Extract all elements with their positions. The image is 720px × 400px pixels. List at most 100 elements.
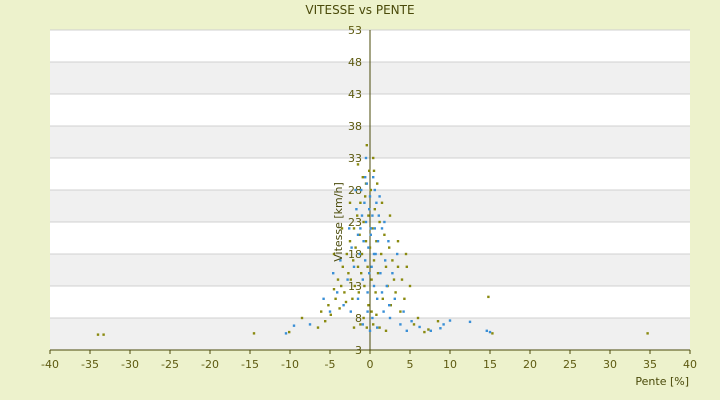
data-point: [369, 227, 372, 230]
data-point: [366, 291, 369, 294]
data-point: [369, 188, 372, 192]
data-point: [327, 304, 330, 307]
data-point: [370, 310, 373, 313]
data-point: [356, 214, 359, 217]
data-point: [365, 182, 368, 185]
data-point: [360, 272, 363, 275]
y-tick-label: 18: [348, 248, 362, 261]
data-point: [367, 304, 370, 307]
data-point: [349, 278, 352, 281]
data-point: [488, 330, 492, 334]
x-tick-label: -25: [161, 358, 179, 371]
data-point: [372, 156, 375, 160]
data-point: [365, 326, 368, 329]
data-point: [356, 265, 360, 268]
data-point: [436, 320, 440, 323]
data-point: [348, 227, 351, 230]
data-point: [361, 176, 364, 179]
chart-title: VITESSE vs PENTE: [305, 3, 414, 17]
x-tick-label: 30: [603, 358, 617, 371]
data-point: [376, 182, 379, 185]
data-point: [391, 272, 394, 275]
data-point: [387, 240, 390, 243]
data-point: [322, 297, 325, 300]
data-point: [300, 316, 304, 320]
data-point: [646, 332, 649, 335]
data-point: [102, 333, 105, 336]
data-point: [429, 329, 432, 332]
data-point: [405, 265, 408, 268]
data-point: [393, 297, 396, 300]
data-point: [381, 297, 384, 300]
data-point: [368, 169, 371, 172]
data-point: [352, 259, 355, 262]
data-point: [362, 316, 365, 320]
data-point: [412, 323, 416, 326]
data-point: [346, 278, 349, 281]
data-point: [324, 320, 327, 323]
data-point: [339, 259, 342, 262]
data-point: [391, 259, 394, 262]
data-point: [365, 144, 368, 147]
data-point: [383, 220, 386, 224]
data-point: [378, 195, 381, 198]
data-point: [372, 252, 376, 256]
data-point: [375, 240, 378, 243]
data-point: [341, 265, 344, 268]
x-tick-label: 40: [683, 358, 697, 371]
data-point: [373, 227, 376, 230]
data-point: [372, 284, 376, 288]
data-point: [485, 329, 488, 332]
data-point: [376, 240, 380, 243]
data-point: [399, 310, 402, 313]
x-tick-label: 10: [443, 358, 457, 371]
data-point: [396, 252, 399, 256]
data-point: [340, 284, 343, 288]
data-point: [345, 252, 348, 256]
data-point: [332, 288, 336, 291]
y-tick-label: 53: [348, 24, 362, 37]
data-point: [374, 291, 377, 294]
data-point: [338, 307, 341, 310]
data-point: [361, 323, 364, 326]
data-point: [355, 208, 358, 211]
data-point: [384, 265, 388, 268]
x-tick-label: -15: [241, 358, 259, 371]
x-tick-label: 5: [407, 358, 414, 371]
data-point: [368, 246, 372, 249]
data-point: [292, 324, 296, 327]
data-point: [410, 320, 413, 323]
y-tick-label: 43: [348, 88, 362, 101]
data-point: [360, 214, 364, 217]
data-point: [384, 259, 387, 262]
data-point: [370, 278, 373, 281]
data-point: [358, 233, 361, 236]
data-point: [448, 319, 452, 322]
y-tick-label: 48: [348, 56, 362, 69]
data-point: [380, 291, 384, 294]
x-tick-label: -5: [325, 358, 336, 371]
data-point: [468, 320, 472, 324]
data-point: [388, 304, 391, 307]
data-point: [418, 325, 421, 329]
data-point: [366, 310, 369, 313]
x-tick-label: -40: [41, 358, 59, 371]
data-point: [367, 214, 370, 217]
data-point: [368, 208, 371, 211]
data-point: [368, 195, 372, 198]
data-point: [332, 252, 336, 256]
data-point: [402, 310, 405, 313]
data-point: [308, 323, 312, 326]
data-point: [423, 330, 426, 334]
data-point: [487, 295, 490, 299]
data-point: [364, 220, 368, 224]
data-point: [408, 284, 412, 288]
data-point: [392, 278, 396, 281]
data-point: [427, 328, 430, 331]
data-point: [357, 291, 360, 294]
data-point: [342, 304, 345, 307]
data-point: [362, 220, 365, 224]
data-point: [368, 272, 371, 275]
data-point: [359, 227, 362, 230]
